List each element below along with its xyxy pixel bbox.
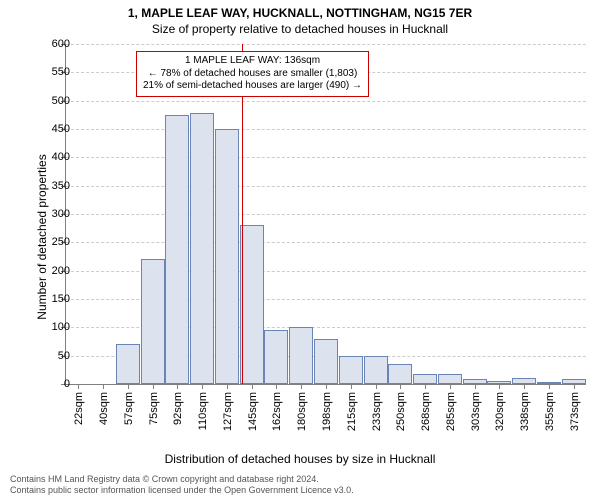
x-tick-label: 57sqm: [123, 392, 135, 425]
x-tick-label: 162sqm: [271, 392, 283, 431]
x-tick-mark: [524, 384, 525, 389]
y-tick-label: 200: [0, 265, 70, 277]
x-tick-mark: [326, 384, 327, 389]
y-tick-label: 400: [0, 151, 70, 163]
chart-title-address: 1, MAPLE LEAF WAY, HUCKNALL, NOTTINGHAM,…: [0, 6, 600, 20]
x-tick-label: 233sqm: [371, 392, 383, 431]
x-tick-mark: [351, 384, 352, 389]
histogram-bar: [512, 378, 536, 384]
x-tick-label: 250sqm: [395, 392, 407, 431]
x-tick-label: 268sqm: [420, 392, 432, 431]
x-tick-label: 40sqm: [98, 392, 110, 425]
histogram-bar: [388, 364, 412, 384]
y-tick-label: 250: [0, 236, 70, 248]
x-tick-label: 320sqm: [494, 392, 506, 431]
y-tick-label: 600: [0, 38, 70, 50]
x-tick-label: 355sqm: [544, 392, 556, 431]
x-tick-label: 22sqm: [73, 392, 85, 425]
x-tick-mark: [276, 384, 277, 389]
annotation-line: ← 78% of detached houses are smaller (1,…: [143, 68, 362, 81]
histogram-bar: [487, 381, 511, 384]
x-tick-mark: [499, 384, 500, 389]
x-tick-label: 145sqm: [247, 392, 259, 431]
histogram-bar: [413, 374, 437, 384]
chart-subtitle: Size of property relative to detached ho…: [0, 22, 600, 36]
annotation-line: 1 MAPLE LEAF WAY: 136sqm: [143, 55, 362, 68]
y-tick-label: 500: [0, 95, 70, 107]
histogram-bar: [264, 330, 288, 384]
histogram-bar: [215, 129, 239, 384]
x-tick-mark: [301, 384, 302, 389]
x-tick-label: 110sqm: [197, 392, 209, 430]
histogram-bar: [116, 344, 140, 384]
histogram-bar: [463, 379, 487, 384]
y-tick-label: 450: [0, 123, 70, 135]
x-tick-mark: [103, 384, 104, 389]
histogram-bar: [289, 327, 313, 384]
x-tick-mark: [425, 384, 426, 389]
annotation-line: 21% of semi-detached houses are larger (…: [143, 80, 362, 93]
x-tick-label: 92sqm: [172, 392, 184, 425]
gridline: [66, 44, 586, 45]
x-axis-label: Distribution of detached houses by size …: [0, 452, 600, 466]
histogram-bar: [537, 382, 561, 384]
histogram-bar: [141, 259, 165, 384]
histogram-bar: [339, 356, 363, 384]
gridline: [66, 157, 586, 158]
x-tick-mark: [450, 384, 451, 389]
y-tick-label: 550: [0, 66, 70, 78]
annotation-box: 1 MAPLE LEAF WAY: 136sqm← 78% of detache…: [136, 51, 369, 97]
y-tick-label: 0: [0, 378, 70, 390]
x-tick-mark: [400, 384, 401, 389]
x-tick-mark: [475, 384, 476, 389]
y-tick-label: 150: [0, 293, 70, 305]
x-tick-label: 215sqm: [346, 392, 358, 431]
x-tick-label: 338sqm: [519, 392, 531, 431]
histogram-bar: [165, 115, 189, 384]
x-tick-mark: [227, 384, 228, 389]
footer-line2: Contains public sector information licen…: [10, 485, 354, 495]
x-tick-mark: [549, 384, 550, 389]
y-tick-label: 300: [0, 208, 70, 220]
x-tick-mark: [252, 384, 253, 389]
gridline: [66, 186, 586, 187]
histogram-bar: [562, 379, 586, 384]
footer-attribution: Contains HM Land Registry data © Crown c…: [10, 474, 590, 496]
histogram-bar: [364, 356, 388, 384]
gridline: [66, 129, 586, 130]
x-tick-label: 303sqm: [470, 392, 482, 431]
y-tick-label: 100: [0, 321, 70, 333]
x-tick-mark: [153, 384, 154, 389]
histogram-bar: [438, 374, 462, 384]
x-tick-label: 127sqm: [222, 392, 234, 431]
y-tick-label: 50: [0, 350, 70, 362]
histogram-bar: [314, 339, 338, 384]
x-tick-label: 285sqm: [445, 392, 457, 431]
histogram-bar: [240, 225, 264, 384]
x-tick-mark: [177, 384, 178, 389]
x-tick-label: 180sqm: [296, 392, 308, 431]
x-tick-mark: [376, 384, 377, 389]
footer-line1: Contains HM Land Registry data © Crown c…: [10, 474, 319, 484]
x-tick-mark: [128, 384, 129, 389]
gridline: [66, 242, 586, 243]
histogram-bar: [190, 113, 214, 384]
x-tick-label: 198sqm: [321, 392, 333, 431]
x-tick-label: 373sqm: [569, 392, 581, 431]
gridline: [66, 101, 586, 102]
x-tick-label: 75sqm: [148, 392, 160, 425]
x-tick-mark: [202, 384, 203, 389]
x-tick-mark: [574, 384, 575, 389]
x-tick-mark: [78, 384, 79, 389]
gridline: [66, 214, 586, 215]
y-tick-label: 350: [0, 180, 70, 192]
plot-area: 1 MAPLE LEAF WAY: 136sqm← 78% of detache…: [65, 44, 586, 385]
